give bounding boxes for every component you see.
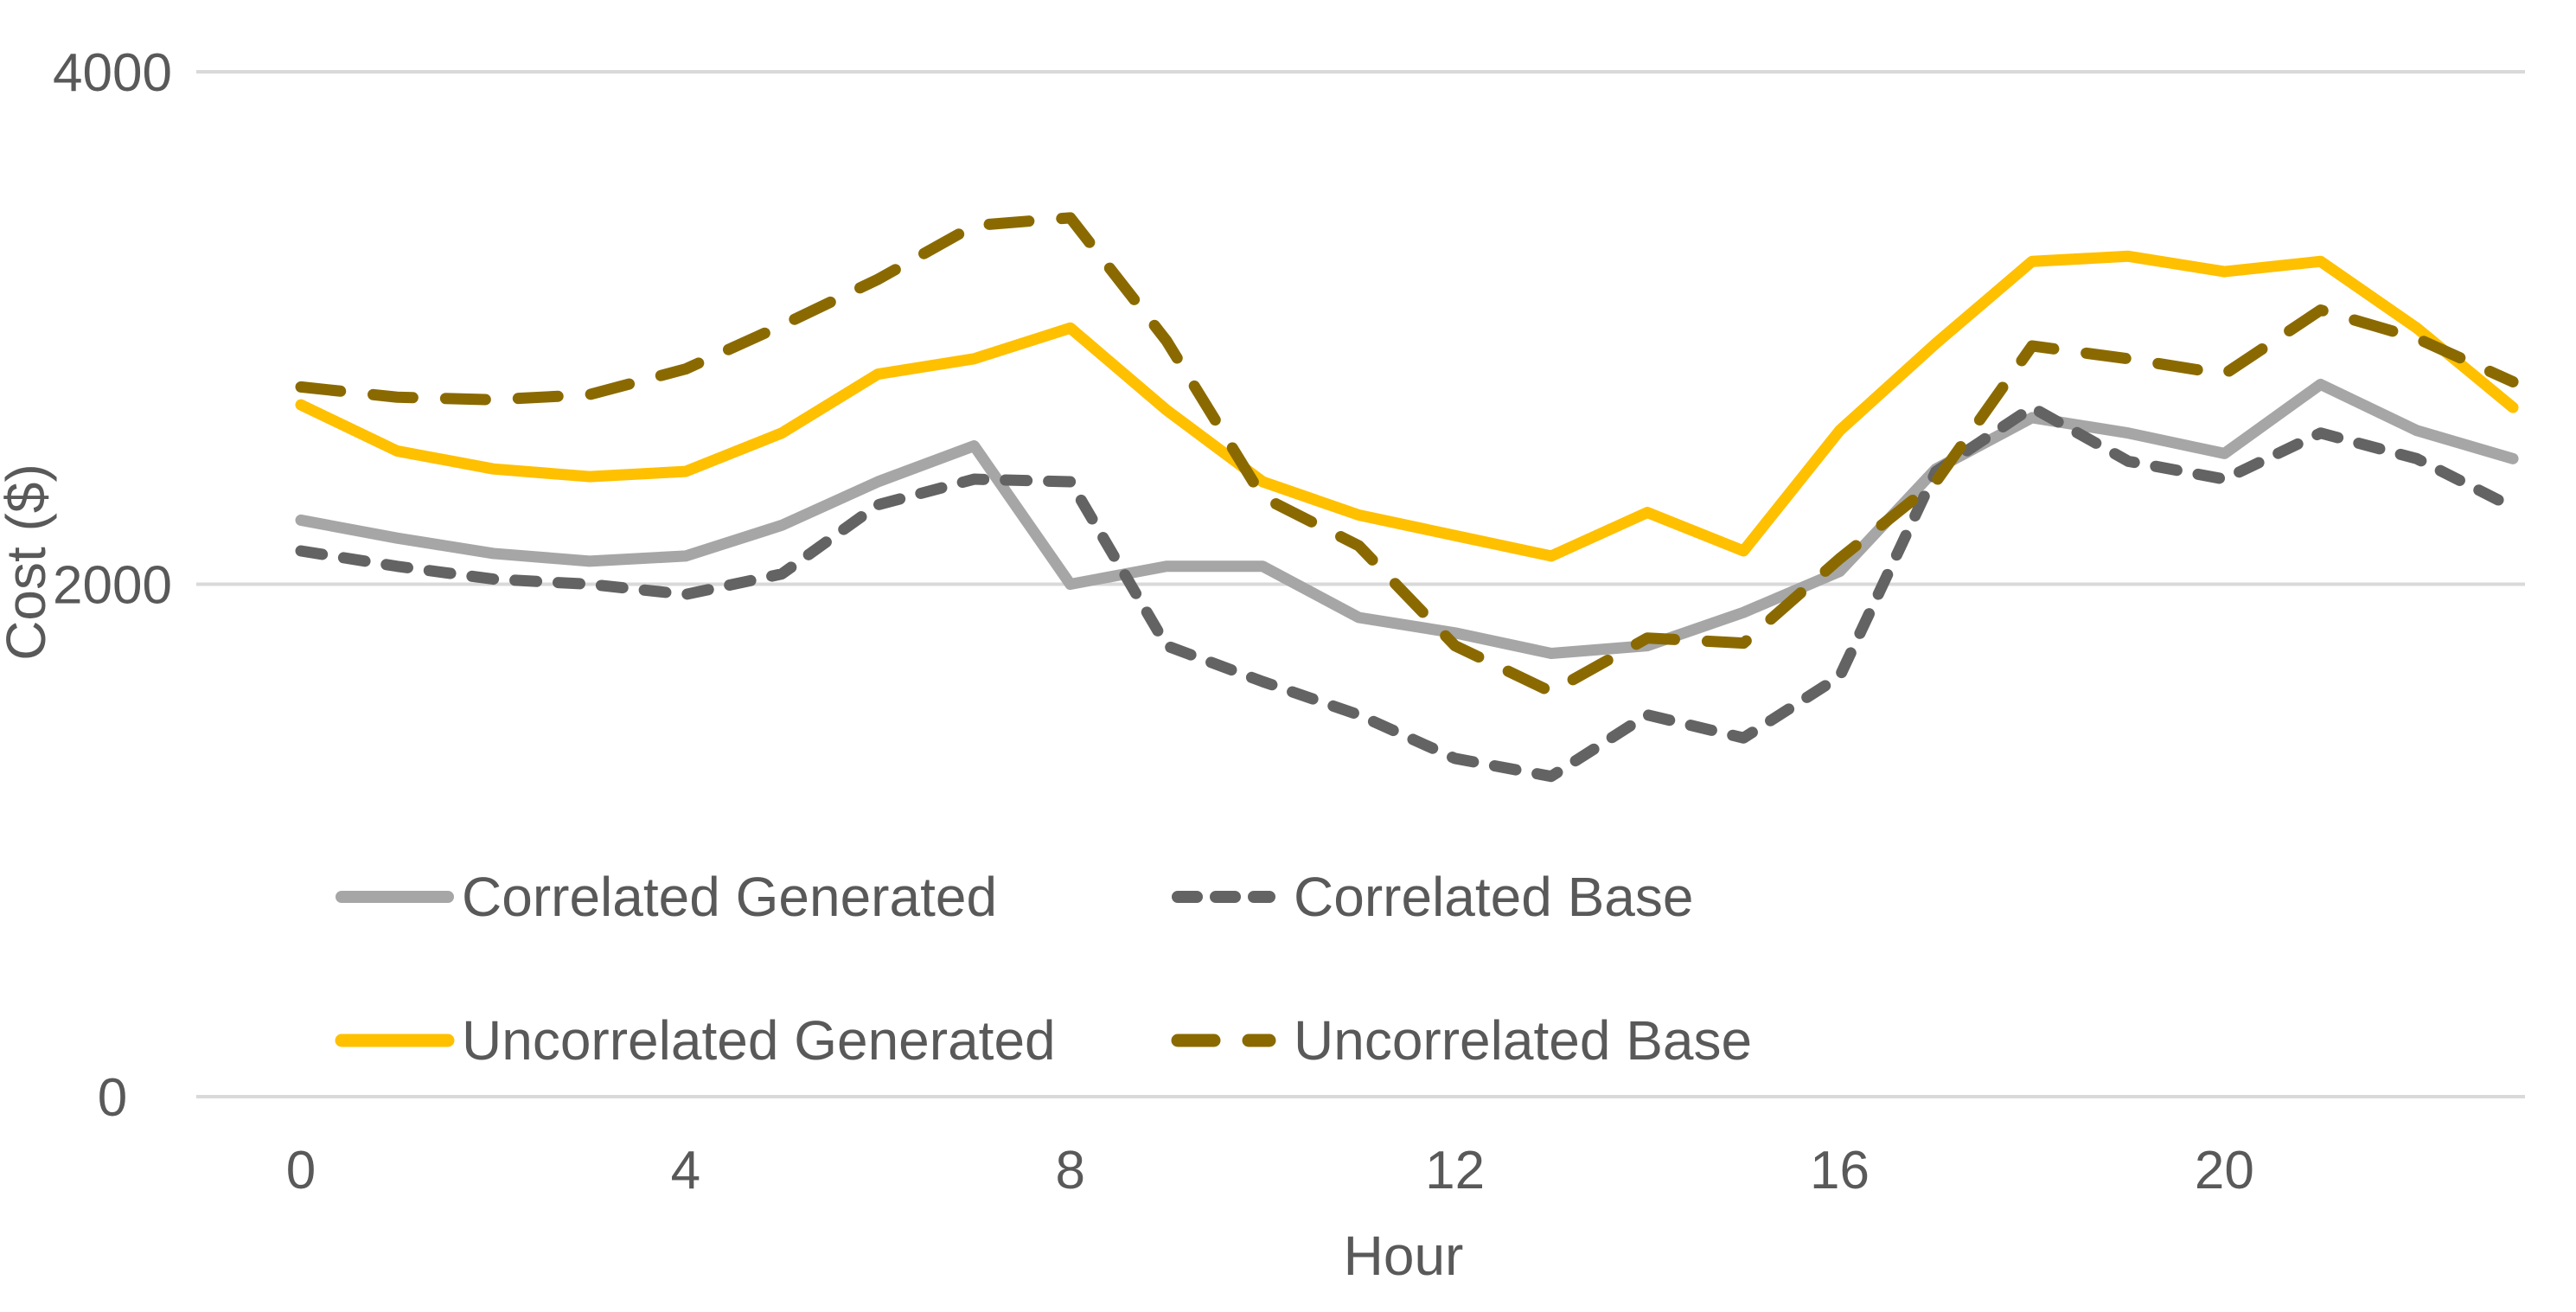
y-tick-label-4000: 4000 <box>53 43 172 103</box>
x-tick-label-8: 8 <box>1056 1141 1085 1200</box>
tick-labels: 0 2000 4000 0 4 8 12 16 20 <box>53 43 2254 1200</box>
legend-item-correlated-base: Correlated Base <box>1172 866 1693 928</box>
x-tick-label-16: 16 <box>1810 1141 1870 1200</box>
legend-item-uncorrelated-base: Uncorrelated Base <box>1171 1009 1752 1072</box>
legend-item-uncorrelated-generated: Uncorrelated Generated <box>335 1009 1056 1072</box>
x-tick-label-20: 20 <box>2195 1141 2254 1200</box>
x-tick-label-12: 12 <box>1425 1141 1485 1200</box>
series-line-correlated-base <box>295 401 2519 783</box>
gridlines <box>196 70 2525 1098</box>
series-line-correlated-generated <box>295 378 2519 659</box>
series-lines <box>295 212 2519 783</box>
x-tick-label-0: 0 <box>286 1141 316 1200</box>
series-line-uncorrelated-base <box>295 212 2519 698</box>
legend-label: Uncorrelated Generated <box>462 1009 1056 1072</box>
x-tick-label-4: 4 <box>671 1141 700 1200</box>
series-line-uncorrelated-generated <box>295 250 2519 562</box>
legend-label: Correlated Base <box>1294 866 1693 928</box>
y-axis-title: Cost ($) <box>0 464 57 661</box>
x-axis-title: Hour <box>1344 1225 1464 1287</box>
y-tick-label-0: 0 <box>98 1068 127 1128</box>
legend: Correlated Generated Correlated Base Unc… <box>335 866 1752 1072</box>
legend-label: Correlated Generated <box>462 866 997 928</box>
legend-item-correlated-generated: Correlated Generated <box>336 866 997 928</box>
y-tick-label-2000: 2000 <box>53 556 172 616</box>
legend-label: Uncorrelated Base <box>1294 1009 1752 1072</box>
